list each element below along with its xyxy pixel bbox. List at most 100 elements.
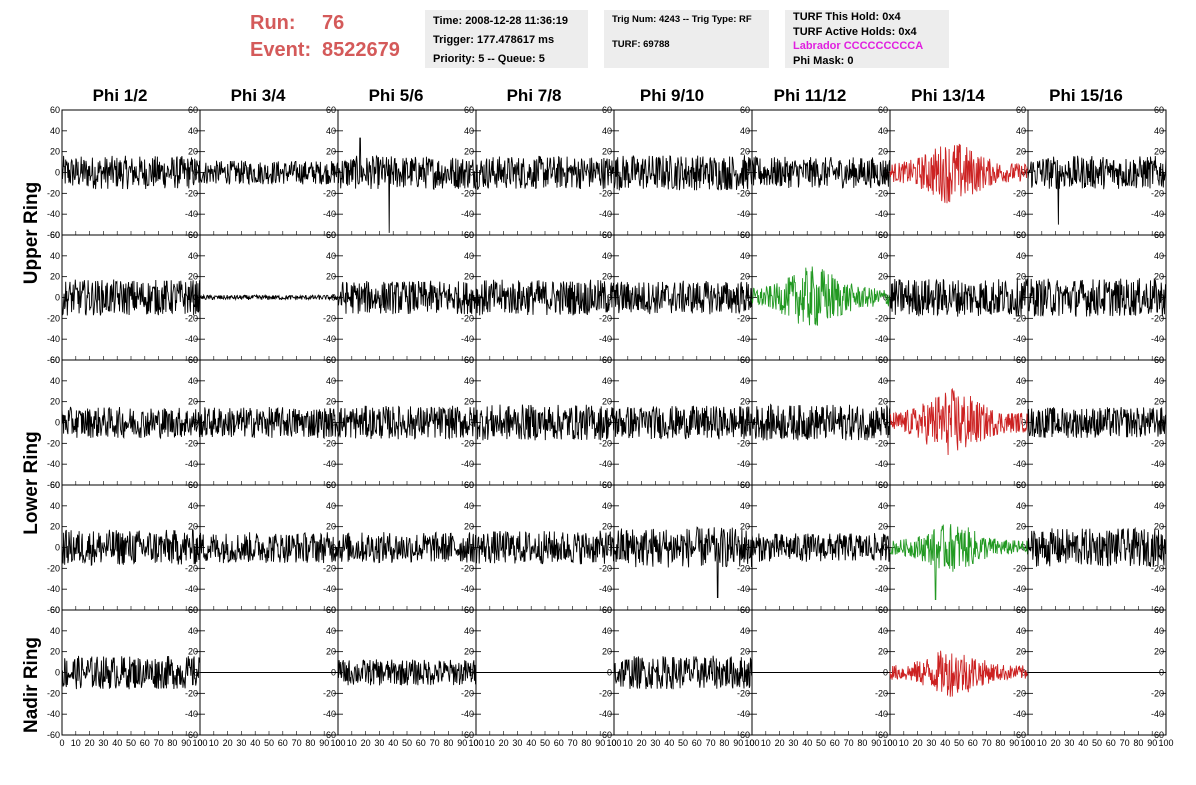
ytick-label: 20 [326, 272, 336, 282]
ytick-label: 40 [50, 501, 60, 511]
xtick-label: 80 [443, 738, 453, 748]
ytick-label: 20 [188, 147, 198, 157]
ytick-label: -20 [47, 188, 60, 198]
xtick-label: 30 [1064, 738, 1074, 748]
ytick-label: 60 [878, 605, 888, 615]
ytick-label: 60 [1154, 605, 1164, 615]
ytick-label: 60 [602, 605, 612, 615]
ytick-label: 40 [326, 626, 336, 636]
ytick-label: 0 [1021, 418, 1026, 428]
xtick-label: 70 [154, 738, 164, 748]
ytick-label: -40 [185, 334, 198, 344]
ytick-label: 60 [188, 355, 198, 365]
ytick-label: 20 [1016, 147, 1026, 157]
waveform-r0-c1 [199, 160, 339, 186]
ytick-label: 20 [740, 272, 750, 282]
ytick-label: 40 [326, 501, 336, 511]
ytick-label: 40 [464, 626, 474, 636]
xtick-label: 10 [347, 738, 357, 748]
ytick-label: 40 [1016, 501, 1026, 511]
ytick-label: 40 [188, 251, 198, 261]
column-title-phi-3-4: Phi 3/4 [230, 86, 286, 105]
ytick-label: -40 [461, 584, 474, 594]
ytick-label: -40 [1013, 209, 1026, 219]
ytick-label: 0 [469, 418, 474, 428]
turf-hold-panel: TURF This Hold: 0x4 TURF Active Holds: 0… [785, 10, 949, 68]
ytick-label: 40 [1154, 251, 1164, 261]
xtick-label: 50 [264, 738, 274, 748]
ytick-label: 20 [464, 272, 474, 282]
ytick-label: 40 [50, 376, 60, 386]
xtick-label: 100 [744, 738, 759, 748]
waveform-r1-c1 [199, 293, 338, 302]
xtick-label: 0 [197, 738, 202, 748]
ytick-label: 20 [188, 647, 198, 657]
ytick-label: -20 [599, 313, 612, 323]
ytick-label: 40 [50, 251, 60, 261]
xtick-label: 50 [954, 738, 964, 748]
ytick-label: 20 [326, 522, 336, 532]
ytick-label: -20 [323, 313, 336, 323]
waveform-r4-c2 [337, 659, 477, 686]
waveform-r1-c6 [889, 278, 1029, 317]
ytick-label: 60 [188, 605, 198, 615]
ytick-label: 20 [878, 147, 888, 157]
xtick-label: 60 [278, 738, 288, 748]
ytick-label: 60 [878, 105, 888, 115]
xtick-label: 0 [749, 738, 754, 748]
ytick-label: 40 [326, 126, 336, 136]
xtick-label: 40 [664, 738, 674, 748]
ytick-label: -20 [323, 688, 336, 698]
xtick-label: 30 [788, 738, 798, 748]
ytick-label: 60 [1016, 105, 1026, 115]
ytick-label: -20 [1013, 563, 1026, 573]
ytick-label: 40 [1154, 501, 1164, 511]
ytick-label: 0 [55, 168, 60, 178]
xtick-label: 20 [223, 738, 233, 748]
ytick-label: -40 [1151, 209, 1164, 219]
waveform-r0-c4 [613, 155, 753, 191]
time-text: Time: 2008-12-28 11:36:19 [433, 15, 568, 27]
ytick-label: 60 [50, 105, 60, 115]
ytick-label: 20 [740, 647, 750, 657]
waveform-r1-c5 [751, 266, 891, 326]
column-title-phi-5-6: Phi 5/6 [368, 86, 424, 105]
ytick-label: -60 [47, 355, 60, 365]
ytick-label: 40 [464, 126, 474, 136]
xtick-label: 60 [830, 738, 840, 748]
xtick-label: 0 [1025, 738, 1030, 748]
ytick-label: -20 [1013, 438, 1026, 448]
ytick-label: 60 [464, 230, 474, 240]
ytick-label: 40 [602, 126, 612, 136]
waveform-r3-c1 [199, 532, 339, 564]
column-title-phi-7-8: Phi 7/8 [506, 86, 562, 105]
ytick-label: 60 [1154, 105, 1164, 115]
ytick-label: -20 [1151, 688, 1164, 698]
ytick-label: -40 [737, 334, 750, 344]
ytick-label: 20 [878, 522, 888, 532]
xtick-label: 70 [706, 738, 716, 748]
xtick-label: 20 [775, 738, 785, 748]
run-event-box: Run: 76 Event: 8522679 [250, 10, 400, 64]
ytick-label: -20 [1151, 563, 1164, 573]
ytick-label: 60 [50, 605, 60, 615]
ytick-label: 0 [607, 168, 612, 178]
ytick-label: -20 [737, 438, 750, 448]
ytick-label: 60 [464, 105, 474, 115]
ytick-label: -20 [185, 688, 198, 698]
ytick-label: -20 [599, 688, 612, 698]
ytick-label: -60 [599, 730, 612, 740]
ytick-label: -40 [1151, 584, 1164, 594]
ytick-label: 20 [602, 647, 612, 657]
ytick-label: -40 [599, 584, 612, 594]
ytick-label: -40 [323, 459, 336, 469]
waveform-r0-c7 [1027, 155, 1167, 225]
ytick-label: -40 [1013, 459, 1026, 469]
ytick-label: -40 [1151, 459, 1164, 469]
xtick-label: 70 [568, 738, 578, 748]
ytick-label: -60 [1013, 730, 1026, 740]
ytick-label: 20 [740, 522, 750, 532]
ytick-label: 40 [602, 376, 612, 386]
ytick-label: 0 [607, 293, 612, 303]
waveform-r0-c5 [751, 155, 891, 189]
